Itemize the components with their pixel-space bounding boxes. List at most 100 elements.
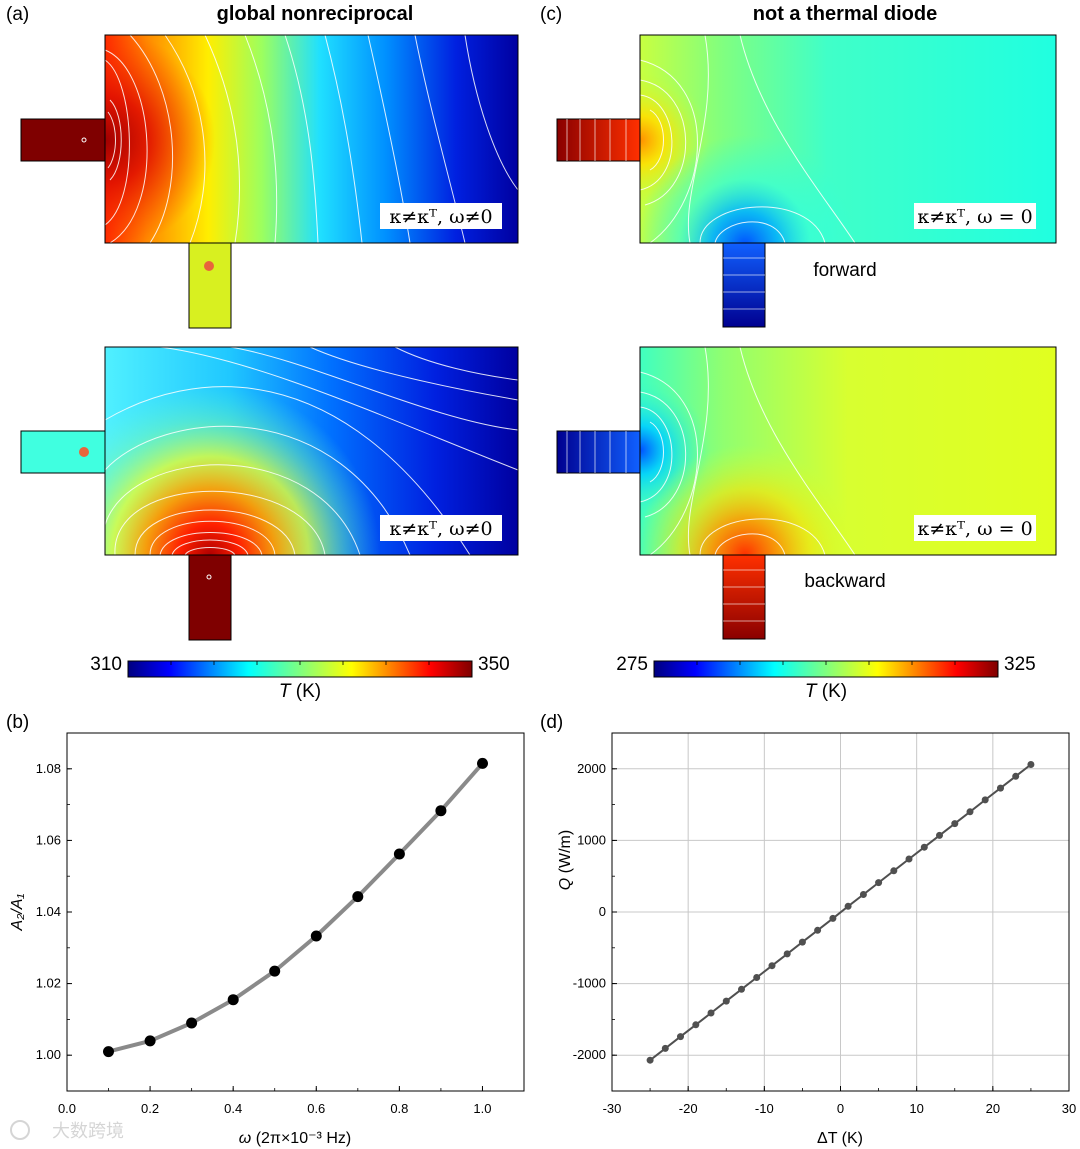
colorbar-c-var: T xyxy=(805,681,818,702)
colorbar-a-label: T (K) xyxy=(279,681,321,702)
y-tick-label: 1.06 xyxy=(36,832,61,847)
label-backward: backward xyxy=(804,571,885,592)
data-point xyxy=(144,1035,156,1047)
data-point xyxy=(1027,761,1035,768)
x-tick-label: -20 xyxy=(679,1101,698,1116)
panel-c-top-condition: κ≠κᵀ, ω = 0 xyxy=(917,206,1032,228)
data-point xyxy=(981,796,989,804)
x-tick-label: 0.4 xyxy=(224,1101,242,1116)
probe-dot xyxy=(204,261,214,271)
chart-b: 0.0 0.2 0.4 0.6 0.8 1.0 1.00 1.02 1.04 1.06 1.08 ω… xyxy=(9,732,525,1147)
chart-d-ylabel-var: Q xyxy=(557,878,574,890)
colorbar-a-var: T xyxy=(279,681,292,702)
data-point xyxy=(352,891,364,903)
data-point xyxy=(646,1056,654,1064)
data-point xyxy=(997,784,1004,792)
data-point xyxy=(722,997,730,1005)
colorbar-a: 310 350 T (K) xyxy=(90,654,509,702)
chart-d-xlabel-var: ΔT xyxy=(817,1130,838,1147)
data-point xyxy=(707,1009,715,1017)
x-tick-label: 0.2 xyxy=(141,1101,159,1116)
panel-a-title: global nonreciprocal xyxy=(217,3,414,25)
data-point xyxy=(798,938,806,946)
panel-b-tag: (b) xyxy=(6,712,29,733)
x-tick-label: 20 xyxy=(986,1101,1000,1116)
chart-b-xlabel-var: ω xyxy=(239,1130,251,1147)
x-tick-label: 1.0 xyxy=(473,1101,491,1116)
data-point xyxy=(1012,772,1020,780)
data-point xyxy=(677,1033,684,1041)
y-tick-label: -1000 xyxy=(573,976,606,991)
colorbar-a-max: 350 xyxy=(478,654,510,675)
watermark-logo-icon xyxy=(10,1120,30,1140)
x-tick-label: 30 xyxy=(1062,1101,1076,1116)
data-point xyxy=(951,820,959,828)
data-point xyxy=(227,994,239,1006)
chart-d-xlabel-unit: (K) xyxy=(837,1130,863,1147)
panel-d-tag: (d) xyxy=(540,712,563,733)
data-point xyxy=(753,974,761,981)
data-point xyxy=(692,1021,700,1029)
panel-c-tag: (c) xyxy=(540,4,562,25)
x-tick-label: 10 xyxy=(909,1101,923,1116)
panel-a-top-field: κ≠κᵀ, ω≠0 xyxy=(20,34,519,329)
data-point xyxy=(844,902,852,910)
chart-d-xlabel: ΔT (K) xyxy=(817,1130,863,1147)
data-point xyxy=(186,1017,198,1029)
panel-c-bottom-condition: κ≠κᵀ, ω = 0 xyxy=(917,518,1032,540)
chart-b-frame xyxy=(66,732,525,1092)
data-point xyxy=(103,1046,114,1058)
panel-a-bottom-field: κ≠κᵀ, ω≠0 xyxy=(20,346,519,641)
chart-b-ylabel: A₂/A₁ xyxy=(9,894,26,932)
colorbar-a-min: 310 xyxy=(90,654,122,675)
data-point xyxy=(477,757,488,769)
panel-a-bottom-condition: κ≠κᵀ, ω≠0 xyxy=(389,518,492,540)
x-tick-label: 0 xyxy=(837,1101,844,1116)
data-point xyxy=(814,926,822,934)
chart-d: -30 -20 -10 0 10 20 30 -2000 -1000 0 1000 2000 ΔT (… xyxy=(557,732,1076,1147)
data-point xyxy=(890,867,898,875)
data-point xyxy=(783,950,791,958)
probe-dot xyxy=(79,447,89,457)
y-tick-label: 2000 xyxy=(577,761,606,776)
x-tick-label: 0.0 xyxy=(58,1101,76,1116)
y-tick-label: 1.08 xyxy=(36,761,61,776)
data-point xyxy=(661,1044,669,1052)
chart-b-xlabel: ω (2π×10⁻³ Hz) xyxy=(239,1130,351,1147)
y-tick-label: 0 xyxy=(599,904,606,919)
data-point xyxy=(768,962,776,970)
data-point xyxy=(859,891,867,898)
data-point xyxy=(875,879,883,887)
x-tick-label: -10 xyxy=(755,1101,774,1116)
label-forward: forward xyxy=(813,260,876,281)
panel-a-top-condition: κ≠κᵀ, ω≠0 xyxy=(389,206,492,228)
watermark: 大数跨境 xyxy=(10,1120,124,1142)
chart-b-xlabel-unit: (2π×10⁻³ Hz) xyxy=(251,1130,351,1147)
colorbar-a-unit: (K) xyxy=(291,681,322,702)
chart-d-ylabel: Q (W/m) xyxy=(557,830,574,890)
data-point xyxy=(269,965,281,977)
y-tick-label: 1000 xyxy=(577,832,606,847)
y-tick-label: -2000 xyxy=(573,1047,606,1062)
data-point xyxy=(936,831,943,839)
colorbar-c-min: 275 xyxy=(616,654,648,675)
data-point xyxy=(435,805,447,817)
y-tick-label: 1.00 xyxy=(36,1047,61,1062)
colorbar-c-max: 325 xyxy=(1004,654,1036,675)
data-point xyxy=(905,855,913,863)
x-tick-label: -30 xyxy=(603,1101,622,1116)
data-point xyxy=(920,843,928,851)
data-point xyxy=(738,985,745,993)
x-tick-label: 0.8 xyxy=(390,1101,408,1116)
data-point xyxy=(310,930,322,942)
chart-d-ylabel-unit: (W/m) xyxy=(557,830,574,878)
x-tick-label: 0.6 xyxy=(307,1101,325,1116)
data-point xyxy=(966,808,974,816)
watermark-text: 大数跨境 xyxy=(52,1121,124,1142)
colorbar-c-unit: (K) xyxy=(817,681,848,702)
data-point xyxy=(829,914,837,922)
series-line xyxy=(108,762,485,1054)
panel-c-top-field: κ≠κᵀ, ω = 0 forward xyxy=(556,34,1057,328)
panel-c-bottom-field: κ≠κᵀ, ω = 0 backward xyxy=(556,346,1057,640)
data-point xyxy=(393,848,405,860)
